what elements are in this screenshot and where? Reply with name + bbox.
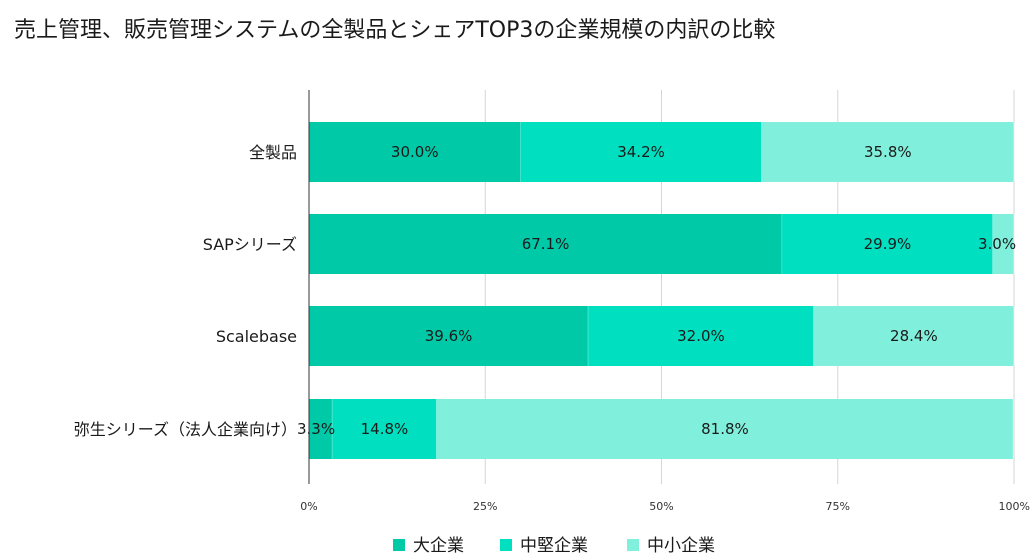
bar-segment: [782, 214, 993, 274]
legend-swatch: [393, 539, 405, 551]
category-label: SAPシリーズ: [203, 235, 297, 254]
data-label: 32.0%: [677, 327, 725, 345]
data-label: 28.4%: [890, 327, 938, 345]
chart-title: 売上管理、販売管理システムの全製品とシェアTOP3の企業規模の内訳の比較: [14, 18, 775, 43]
legend-label: 中堅企業: [520, 536, 588, 556]
bar-segment: [332, 399, 437, 459]
legend-swatch: [627, 539, 639, 551]
data-label: 81.8%: [701, 420, 749, 438]
legend-item: 中小企業: [627, 536, 715, 556]
data-label: 67.1%: [522, 235, 570, 253]
bar-segment: [436, 399, 1014, 459]
data-label: 29.9%: [864, 235, 912, 253]
legend-swatch: [500, 539, 512, 551]
bar-segment: [309, 306, 589, 366]
bar-segment: [588, 306, 814, 366]
x-tick-labels: 0% 25% 50% 75% 100%: [300, 500, 1030, 513]
data-label: 35.8%: [864, 143, 912, 161]
data-label: 14.8%: [361, 420, 409, 438]
legend-item: 中堅企業: [500, 536, 588, 556]
category-label: Scalebase: [216, 327, 297, 346]
bar-segment: [813, 306, 1014, 366]
bar-segment: [992, 214, 1014, 274]
x-tick-label: 50%: [649, 500, 673, 513]
legend-label: 大企業: [413, 536, 464, 556]
x-tick-label: 0%: [300, 500, 317, 513]
legend: 大企業 中堅企業 中小企業: [393, 536, 715, 556]
category-label: 弥生シリーズ（法人企業向け）: [74, 420, 297, 439]
data-label: 39.6%: [425, 327, 473, 345]
bar-segment: [520, 122, 762, 182]
bar-segment: [309, 214, 783, 274]
category-labels: 全製品 SAPシリーズ Scalebase 弥生シリーズ（法人企業向け）: [74, 143, 297, 439]
bar-segment: [761, 122, 1014, 182]
bar-segment: [309, 399, 333, 459]
bar-segment: [309, 122, 521, 182]
legend-label: 中小企業: [647, 536, 715, 556]
data-label: 30.0%: [391, 143, 439, 161]
category-label: 全製品: [249, 143, 297, 162]
data-labels: 30.0% 34.2% 35.8% 67.1% 29.9% 3.0% 39.6% 32.0% 2…: [297, 143, 1016, 438]
data-label: 3.0%: [978, 235, 1016, 253]
bars: [309, 122, 1015, 459]
x-tick-label: 75%: [826, 500, 850, 513]
data-label: 3.3%: [297, 420, 335, 438]
legend-item: 大企業: [393, 536, 464, 556]
data-label: 34.2%: [617, 143, 665, 161]
x-tick-label: 25%: [473, 500, 497, 513]
x-tick-label: 100%: [999, 500, 1030, 513]
